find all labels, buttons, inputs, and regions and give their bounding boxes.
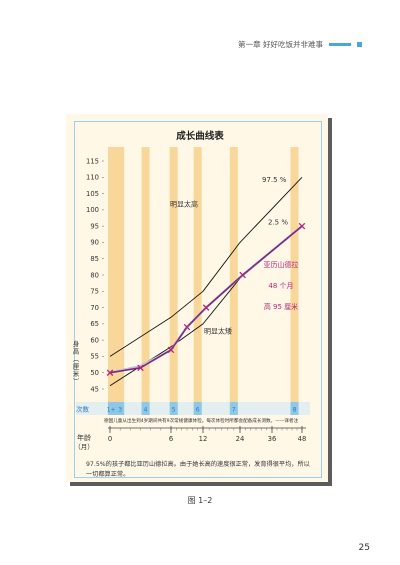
- checkup-marker: [108, 402, 118, 415]
- data-point-marker: [137, 364, 144, 372]
- running-head: 第一章 好好吃饭并非难事: [238, 39, 362, 50]
- y-tick-label: 60: [90, 336, 99, 344]
- y-tick-label: 65: [90, 320, 99, 328]
- x-tick-label: 36: [268, 435, 277, 443]
- figure-shadow: [328, 118, 332, 486]
- series-label-97-5: 97.5 %: [262, 176, 287, 184]
- figure-label: 图 1–2: [187, 496, 213, 505]
- y-tick-label: 75: [90, 288, 99, 296]
- data-point-marker: [202, 304, 210, 311]
- checkup-band: [141, 147, 150, 415]
- checkup-band: [108, 147, 118, 415]
- y-axis-label-char: 米: [73, 369, 80, 378]
- checkup-label: 4: [144, 407, 148, 414]
- annotation-child-age: 48 个月: [268, 282, 293, 290]
- y-tick-label: 85: [90, 255, 99, 263]
- y-tick-label: 105: [86, 190, 99, 198]
- checkup-label: 3: [118, 407, 122, 414]
- checkup-band: [169, 147, 178, 415]
- checkup-band: [193, 147, 202, 415]
- y-axis-label-char: 身: [73, 339, 80, 348]
- x-tick-label: 12: [199, 435, 208, 443]
- checkup-label: 8: [293, 407, 297, 414]
- checkup-marker: [193, 402, 202, 415]
- y-axis-label-char: ︵: [73, 355, 80, 363]
- checkup-marker: [229, 402, 238, 415]
- checkup-marker: [290, 402, 299, 415]
- annotation-too-short: 明显太矮: [204, 327, 232, 336]
- checkup-marker: [116, 402, 125, 415]
- data-point-marker: [167, 346, 175, 354]
- checkup-label: 6: [196, 407, 200, 414]
- child-growth-line: [109, 225, 303, 374]
- data-point-marker: [183, 323, 191, 331]
- figure-caption: 97.5%的孩子都比亚历山德拉高。由于她长高的速度很正常，发育得很平均，所以一切…: [86, 461, 310, 478]
- checkup-marker: [141, 402, 150, 415]
- y-axis-label-char: 高: [73, 347, 80, 356]
- checkup-marker: [169, 402, 178, 415]
- x-tick-label: 0: [108, 435, 112, 443]
- percentile-line: [109, 176, 303, 357]
- y-tick-label: 100: [86, 206, 99, 214]
- checkup-label: 1+2: [107, 407, 120, 414]
- checkup-strip: [76, 402, 310, 415]
- child-growth-shadow: [109, 225, 303, 374]
- y-tick-label: 90: [90, 239, 99, 247]
- y-tick-label: 80: [90, 271, 99, 279]
- annotation-child-height: 高 95 厘米: [264, 302, 298, 311]
- data-point-marker: [239, 271, 246, 279]
- y-tick-label: 115: [86, 157, 99, 165]
- annotation-child-name: 亚历山德拉: [264, 260, 299, 269]
- figure-shadow: [70, 482, 332, 486]
- x-axis-label-unit: （月）: [74, 443, 94, 451]
- annotation-too-tall: 明显太高: [170, 200, 198, 209]
- checkup-row-label: 次数: [76, 405, 90, 414]
- y-tick-label: 55: [90, 353, 99, 361]
- figure-footnote: 德国儿童从出生到4岁期间共有9次常规健康体检。每次体检时所都会配备成长测数。——…: [104, 419, 299, 424]
- checkup-band: [116, 147, 125, 415]
- checkup-label: 5: [172, 407, 176, 414]
- y-axis-label-char: ︶: [73, 377, 80, 386]
- checkup-band: [290, 147, 299, 415]
- x-tick-label: 6: [169, 435, 173, 443]
- y-tick-label: 95: [90, 222, 99, 230]
- x-tick-label: 48: [298, 435, 307, 443]
- y-axis-label-char: 厘: [73, 363, 80, 371]
- series-label-2-5: 2.5 %: [268, 219, 288, 227]
- page-number: 25: [358, 543, 370, 553]
- y-tick-label: 50: [90, 369, 99, 377]
- running-head-square: [357, 42, 362, 47]
- running-head-text: 第一章 好好吃饭并非难事: [238, 40, 323, 49]
- y-tick-label: 70: [90, 304, 99, 312]
- checkup-band: [229, 147, 238, 415]
- chart-title: 成长曲线表: [176, 131, 224, 142]
- running-head-bar: [329, 43, 351, 46]
- x-axis-label: 年龄: [77, 433, 91, 442]
- y-tick-label: 110: [86, 174, 99, 182]
- figure-inner-frame: [74, 121, 322, 478]
- checkup-label: 7: [232, 407, 236, 414]
- y-tick-label: 45: [90, 385, 99, 393]
- x-tick-label: 24: [236, 435, 245, 443]
- data-point-marker: [106, 369, 114, 376]
- data-point-marker: [298, 222, 306, 230]
